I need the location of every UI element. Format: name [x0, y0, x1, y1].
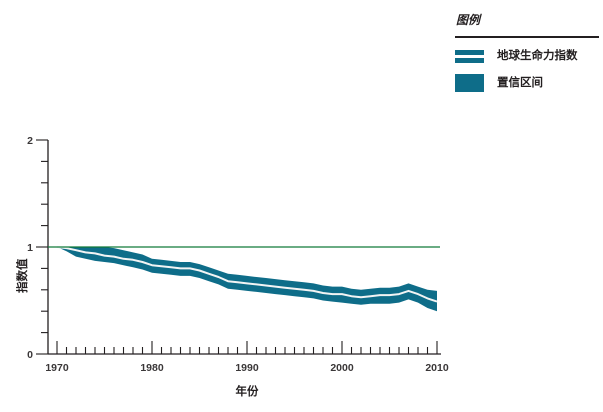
svg-text:2000: 2000 [330, 362, 354, 374]
svg-text:2: 2 [27, 135, 33, 147]
legend-label-lpi: 地球生命力指数 [497, 50, 578, 62]
index-line [56, 246, 438, 303]
legend-item-ci: 置信区间 [455, 74, 603, 92]
legend-title: 图例 [456, 13, 481, 27]
y-axis-title: 指数值 [17, 258, 29, 294]
y-tick-labels: 0 1 2 [27, 135, 33, 361]
x-axis-title: 年份 [235, 386, 259, 398]
svg-text:1980: 1980 [140, 362, 164, 374]
svg-text:1990: 1990 [235, 362, 259, 374]
confidence-band [57, 247, 437, 312]
svg-text:2010: 2010 [425, 362, 449, 374]
legend-item-lpi: 地球生命力指数 [455, 50, 603, 63]
y-ticks [36, 139, 48, 355]
legend-divider [455, 36, 599, 38]
lpi-line-swatch-icon [455, 50, 484, 63]
legend-label-ci: 置信区间 [497, 76, 543, 89]
svg-text:1: 1 [27, 242, 33, 254]
svg-text:1970: 1970 [45, 362, 69, 374]
ci-swatch-icon [455, 74, 484, 92]
x-tick-labels: 1970 1980 1990 2000 2010 [45, 362, 449, 374]
svg-text:0: 0 [27, 349, 33, 361]
legend: 图例 地球生命力指数 置信区间 [455, 13, 603, 92]
x-ticks [56, 341, 438, 354]
